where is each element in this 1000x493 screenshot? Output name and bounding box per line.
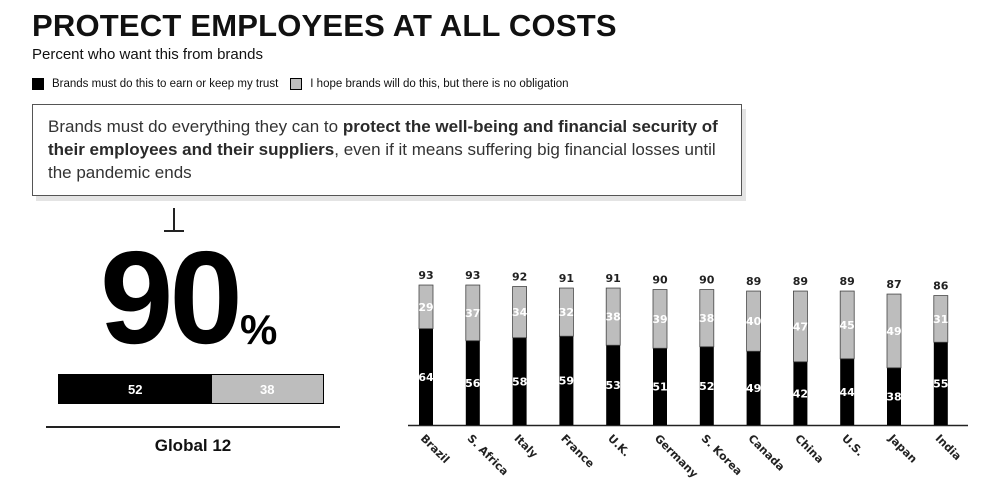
bar-hope-label-9: 45 — [840, 319, 855, 332]
category-label-2: Italy — [511, 432, 540, 461]
bar-hope-2 — [512, 286, 527, 339]
statement-callout: Brands must do everything they can to pr… — [32, 104, 742, 196]
bar-must-1 — [465, 340, 480, 425]
bar-total-label-6: 90 — [699, 274, 715, 287]
bar-must-label-4: 53 — [606, 379, 621, 392]
category-label-7: Canada — [745, 432, 787, 474]
legend-item-hope: I hope brands will do this, but there is… — [290, 78, 569, 90]
bar-hope-label-10: 49 — [886, 325, 901, 338]
legend-label-hope: I hope brands will do this, but there is… — [310, 78, 569, 90]
bar-total-label-8: 89 — [793, 275, 808, 288]
category-label-3: France — [558, 432, 597, 471]
statement-text-part1: Brands must do everything they can to — [48, 117, 343, 136]
bar-must-label-9: 44 — [840, 386, 856, 399]
bar-hope-7 — [746, 290, 761, 352]
bar-hope-10 — [886, 293, 902, 369]
category-label-8: China — [792, 432, 826, 466]
bar-total-label-4: 91 — [606, 272, 621, 285]
global-stacked-bar: 52 38 — [58, 374, 324, 404]
category-label-10: Japan — [885, 431, 919, 465]
bar-must-10 — [887, 367, 901, 425]
category-label-9: U.S. — [839, 432, 866, 459]
bar-must-label-7: 49 — [746, 382, 761, 395]
bar-must-label-2: 58 — [512, 375, 527, 388]
bar-hope-label-2: 34 — [512, 306, 528, 319]
bar-must-11 — [933, 342, 948, 425]
category-label-11: India — [933, 432, 964, 463]
bar-total-label-7: 89 — [746, 275, 761, 288]
bar-total-label-11: 86 — [933, 280, 949, 293]
bar-total-label-10: 87 — [886, 278, 901, 291]
bar-hope-label-5: 39 — [652, 313, 667, 326]
bar-hope-1 — [465, 284, 481, 342]
global-total-value: 90 — [100, 224, 243, 371]
legend-item-must: Brands must do this to earn or keep my t… — [32, 78, 278, 90]
callout-pointer — [164, 208, 184, 232]
statement-text-bold: protect the well-being and financial sec… — [48, 117, 718, 159]
page-title: PROTECT EMPLOYEES AT ALL COSTS — [32, 8, 617, 43]
bar-hope-0 — [418, 284, 434, 330]
bar-hope-11 — [933, 295, 949, 343]
bar-must-6 — [699, 346, 714, 425]
bar-hope-label-6: 38 — [699, 312, 714, 325]
bar-hope-label-4: 38 — [606, 311, 621, 324]
bar-must-7 — [746, 351, 761, 425]
bar-must-label-5: 51 — [652, 381, 667, 394]
bar-hope-label-11: 31 — [933, 313, 948, 326]
bar-total-label-5: 90 — [652, 274, 668, 287]
global-percent-sign: % — [240, 306, 278, 353]
bar-hope-label-7: 40 — [746, 315, 762, 328]
bar-must-4 — [606, 345, 621, 425]
bar-must-2 — [512, 337, 527, 425]
bar-must-9 — [840, 358, 855, 425]
global-bar-must: 52 — [59, 375, 212, 403]
bar-must-label-11: 55 — [933, 378, 948, 391]
bar-must-label-6: 52 — [699, 380, 714, 393]
bar-must-0 — [419, 328, 433, 425]
bar-hope-6 — [699, 289, 715, 348]
bar-total-label-2: 92 — [512, 271, 527, 284]
statement-text-part2: , even if it means suffering big financi… — [48, 140, 716, 182]
global-divider — [46, 426, 340, 428]
bar-total-label-0: 93 — [418, 269, 433, 282]
bar-hope-8 — [793, 290, 808, 363]
legend-swatch-hope — [290, 78, 303, 90]
bar-must-label-0: 64 — [418, 371, 434, 384]
legend-label-must: Brands must do this to earn or keep my t… — [52, 78, 279, 90]
bar-must-label-8: 42 — [793, 387, 808, 400]
bar-total-label-3: 91 — [559, 272, 574, 285]
bar-must-label-3: 59 — [559, 375, 574, 388]
category-label-1: S. Africa — [465, 432, 511, 478]
global-label: Global 12 — [154, 436, 232, 455]
global-hope-label: 38 — [260, 381, 275, 397]
page-subtitle: Percent who want this from brands — [32, 46, 263, 63]
bar-must-label-10: 38 — [886, 390, 901, 403]
bar-must-label-1: 56 — [465, 377, 481, 390]
bar-hope-label-3: 32 — [559, 306, 574, 319]
category-label-4: U.K. — [605, 432, 632, 459]
bar-must-5 — [653, 348, 667, 425]
bar-hope-label-1: 37 — [465, 307, 480, 320]
bar-must-8 — [793, 361, 808, 425]
global-must-label: 52 — [128, 381, 143, 397]
legend-swatch-must — [32, 78, 44, 90]
bar-hope-label-0: 29 — [418, 301, 433, 314]
bar-hope-4 — [605, 287, 621, 346]
bar-hope-5 — [652, 289, 668, 349]
category-label-6: S. Korea — [699, 432, 745, 478]
legend: Brands must do this to earn or keep my t… — [32, 78, 581, 90]
bar-total-label-9: 89 — [840, 275, 855, 288]
bar-hope-3 — [559, 287, 574, 337]
bar-total-label-1: 93 — [465, 269, 480, 282]
bar-hope-label-8: 47 — [793, 320, 808, 333]
category-label-5: Germany — [652, 432, 701, 481]
global-bar-hope: 38 — [211, 375, 323, 403]
category-label-0: Brazil — [418, 432, 452, 466]
bar-must-3 — [559, 336, 574, 425]
bar-hope-9 — [839, 290, 855, 360]
